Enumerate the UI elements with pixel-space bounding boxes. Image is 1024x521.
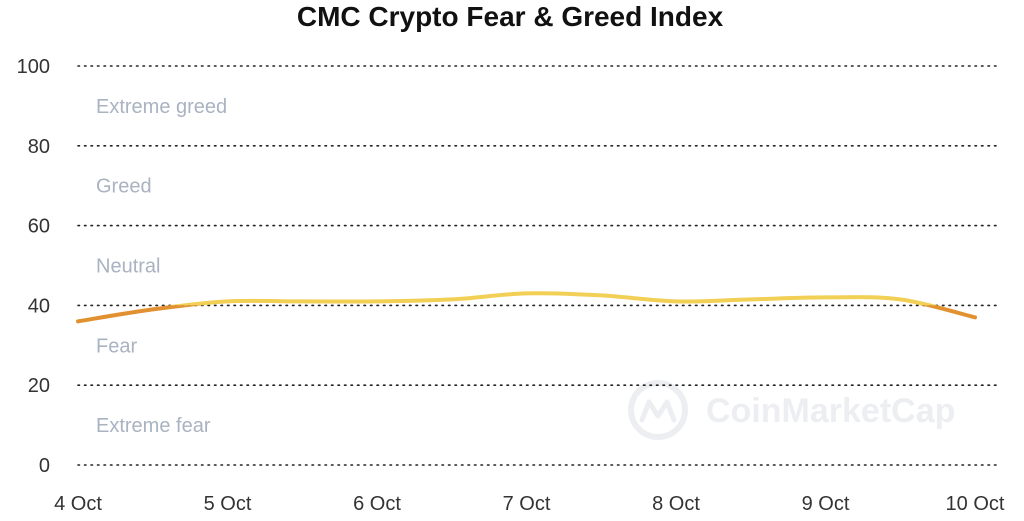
x-tick-label-9-oct: 9 Oct <box>802 493 850 515</box>
x-tick-label-5-oct: 5 Oct <box>204 493 252 515</box>
x-tick-label-6-oct: 6 Oct <box>353 493 401 515</box>
grid-lines <box>77 65 999 466</box>
data-point-0 <box>76 319 80 323</box>
x-tick-label-10-oct: 10 Oct <box>946 493 1005 515</box>
zone-label-neutral: Neutral <box>96 256 160 278</box>
zone-label-fear: Fear <box>96 335 137 357</box>
x-tick-label-8-oct: 8 Oct <box>652 493 700 515</box>
coinmarketcap-logo-mark <box>639 399 677 423</box>
data-point-9 <box>749 297 753 301</box>
index-line <box>76 291 977 324</box>
y-tick-label-20: 20 <box>28 375 50 397</box>
data-point-4 <box>375 299 379 303</box>
data-point-11 <box>898 297 902 301</box>
index-line-neutral-segment <box>167 291 939 306</box>
data-point-7 <box>599 293 603 297</box>
zone-label-extreme-fear: Extreme fear <box>96 415 211 437</box>
y-tick-label-0: 0 <box>39 455 50 477</box>
data-point-3 <box>300 299 304 303</box>
coinmarketcap-watermark: CoinMarketCap <box>628 380 955 440</box>
zone-label-extreme-greed: Extreme greed <box>96 96 227 118</box>
data-point-8 <box>674 299 678 303</box>
zone-label-greed: Greed <box>96 176 152 198</box>
y-axis-ticks: 0 20 40 60 80 100 <box>17 56 50 477</box>
x-axis-ticks: 4 Oct 5 Oct 6 Oct 7 Oct 8 Oct 9 Oct 10 Oct <box>54 493 1005 515</box>
watermark-text: CoinMarketCap <box>706 392 955 430</box>
y-tick-label-40: 40 <box>28 295 50 317</box>
y-tick-label-80: 80 <box>28 136 50 158</box>
data-point-5 <box>450 297 454 301</box>
y-tick-label-60: 60 <box>28 216 50 238</box>
y-tick-label-100: 100 <box>17 56 50 78</box>
data-point-6 <box>525 291 529 295</box>
data-point-1 <box>151 307 155 311</box>
data-point-2 <box>226 299 230 303</box>
x-tick-label-7-oct: 7 Oct <box>503 493 551 515</box>
coinmarketcap-logo-icon <box>628 380 688 440</box>
chart-title: CMC Crypto Fear & Greed Index <box>297 1 724 32</box>
data-point-10 <box>824 295 828 299</box>
data-point-12 <box>973 315 977 319</box>
x-tick-label-4-oct: 4 Oct <box>54 493 102 515</box>
zone-labels: Extreme greed Greed Neutral Fear Extreme fea… <box>96 96 227 437</box>
